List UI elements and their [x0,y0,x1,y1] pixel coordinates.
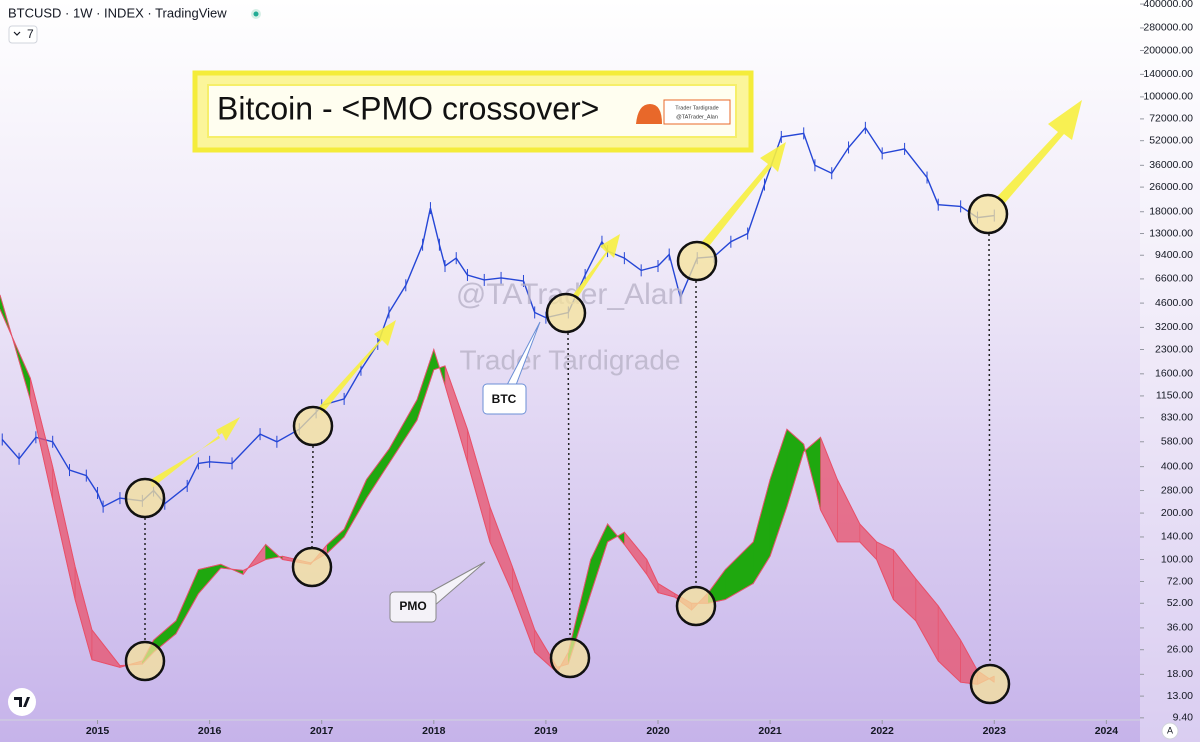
series-line [0,294,995,685]
status-dot [253,11,259,17]
y-tick-label: 280000.00 [1143,22,1193,34]
y-tick-label: 200.00 [1161,507,1193,519]
button-box [8,25,38,44]
y-tick-label: 36000.00 [1149,159,1193,171]
crossover-circles [124,193,1011,705]
y-tick-label: 26.00 [1167,643,1193,655]
logo-icon [636,104,662,124]
button-circle [1161,722,1179,740]
y-tick-label: 280.00 [1161,484,1193,496]
series-line [0,308,995,683]
circle [675,585,717,627]
x-tick-label: 2019 [534,725,558,737]
x-tick-label: 2016 [198,725,222,737]
x-tick-label: 2017 [310,725,334,737]
y-tick-label: 100.00 [1161,553,1193,565]
header: BTCUSD · 1W · INDEX · TradingView [8,5,227,20]
callout-box [482,383,527,415]
y-tick-label: 18.00 [1167,668,1193,680]
button-label: A [1167,725,1173,735]
y-tick-label: 2300.00 [1155,343,1193,355]
logo-box [663,99,731,125]
annotations-layer: BTC PMO [124,100,1082,705]
y-tick-label: 400.00 [1161,460,1193,472]
circle [124,477,166,519]
circle [292,405,334,447]
chart-title: Bitcoin - <PMO crossover> [217,90,599,126]
pmo-callout: PMO [389,561,486,623]
y-tick-label: 36.00 [1167,622,1193,634]
circle [549,637,591,679]
circle [291,546,333,588]
y-tick-label: 3200.00 [1155,321,1193,333]
y-tick-label: 580.00 [1161,436,1193,448]
logo-text: Trader Tardigrade [675,105,718,111]
y-tick-label: 9.40 [1173,712,1194,724]
y-tick-label: 100000.00 [1143,91,1193,103]
dotted-guides [144,233,991,665]
callout-label: BTC [492,392,517,406]
x-tick-label: 2022 [871,725,895,737]
y-tick-label: 200000.00 [1143,44,1193,56]
callout-pointer [424,561,486,607]
x-tick-label: 2021 [758,725,782,737]
y-tick-label: 26000.00 [1149,181,1193,193]
y-tick-label: 1150.00 [1156,390,1193,402]
y-tick-label: 72.00 [1167,575,1193,587]
arrow [996,100,1082,204]
arrow [318,320,396,414]
y-tick-label: 9400.00 [1155,249,1193,261]
arrow [700,142,786,250]
circle [969,663,1011,705]
y-tick-label: 4600.00 [1155,297,1193,309]
y-tick-label: 52.00 [1167,597,1193,609]
arrow [572,234,620,300]
x-tick-label: 2018 [422,725,446,737]
tv-logo [8,688,36,716]
y-tick-label: 18000.00 [1149,206,1193,218]
callout-label: PMO [399,599,426,613]
arrow [150,417,240,488]
x-tick-label: 2020 [646,725,670,737]
logo-mark [14,697,30,707]
x-tick-label: 2024 [1095,725,1119,737]
btc-callout: BTC [482,321,541,415]
circle [967,193,1009,235]
y-tick-label: 52000.00 [1149,134,1193,146]
y-tick-label: 140.00 [1161,531,1193,543]
chevron [13,31,21,36]
x-tick-label: 2015 [86,725,110,737]
interval-button[interactable]: 7 [8,25,38,44]
guide-line [311,445,314,548]
logo: Trader Tardigrade @TATrader_Alan [636,99,731,125]
y-tick-label: 140000.00 [1143,68,1193,80]
price-scale-bg [1140,0,1200,742]
circle [676,240,718,282]
logo-text: @TATrader_Alan [676,114,718,120]
y-tick-label: 13000.00 [1149,227,1193,239]
y-tick-label: 400000.00 [1143,0,1193,10]
watermark: Trader Tardigrade [459,344,680,375]
guide-line [988,233,991,665]
y-tick-label: 1600.00 [1155,368,1193,380]
circle [545,292,587,334]
guide-line [567,332,571,639]
arrows [150,100,1082,488]
auto-scale-button[interactable]: A [1161,722,1179,740]
y-tick-label: 72000.00 [1149,113,1193,125]
callout-box [389,591,437,623]
y-tick-label: 13.00 [1167,690,1193,702]
callout-pointer [506,321,541,386]
button-label: 7 [27,27,34,41]
x-tick-label: 2023 [983,725,1007,737]
y-tick-label: 830.00 [1161,412,1193,424]
y-tick-label: 6600.00 [1155,273,1193,285]
circle [124,640,166,682]
